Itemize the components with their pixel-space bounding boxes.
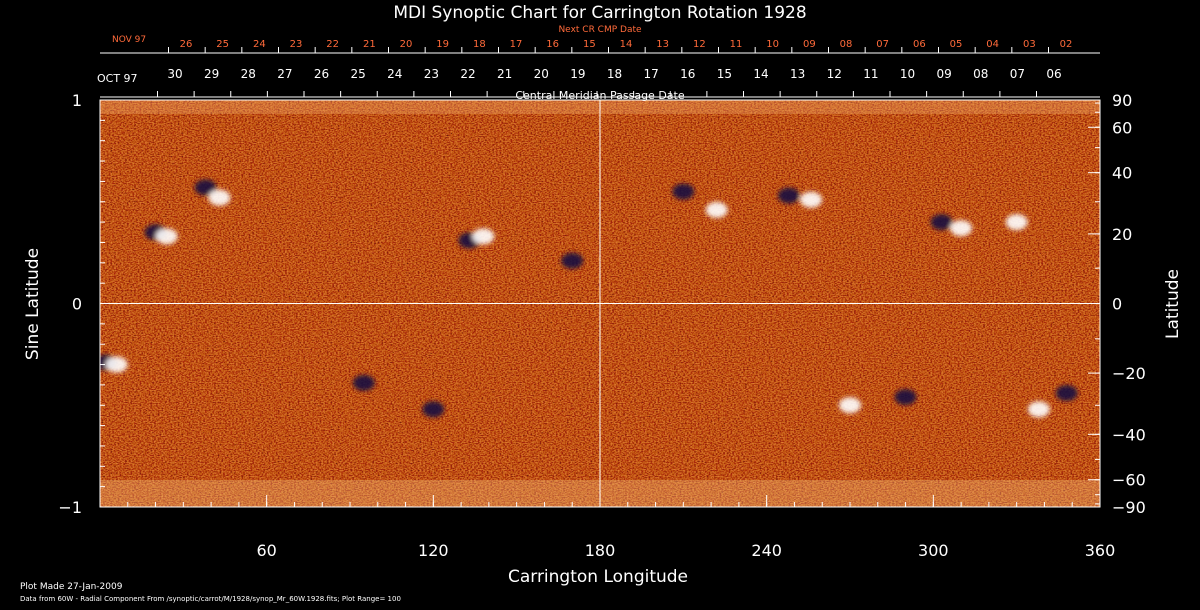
negative-flux-region [894, 389, 917, 406]
cmp-day-label: 21 [497, 67, 512, 81]
negative-flux-region [672, 183, 695, 200]
next-cr-day-label: 05 [950, 39, 963, 50]
next-cr-day-label: 02 [1060, 39, 1073, 50]
next-cr-day-label: 14 [620, 39, 633, 50]
positive-flux-region [705, 201, 728, 218]
chart-title: MDI Synoptic Chart for Carrington Rotati… [393, 3, 806, 23]
next-cr-day-label: 15 [583, 39, 596, 50]
cmp-day-label: 15 [717, 67, 732, 81]
lat-tick-label: −90 [1112, 498, 1146, 517]
cmp-day-label: 18 [607, 67, 622, 81]
positive-flux-region [1027, 401, 1050, 418]
x-tick-label: 300 [918, 541, 949, 560]
next-cr-day-label: 21 [363, 39, 376, 50]
data-source-note: Data from 60W - Radial Component From /s… [20, 595, 401, 603]
next-cr-day-label: 26 [180, 39, 193, 50]
next-cr-day-label: 17 [510, 39, 523, 50]
cmp-day-label: 27 [277, 67, 292, 81]
next-cr-day-label: 09 [803, 39, 816, 50]
cmp-day-label: 07 [1010, 67, 1025, 81]
x-tick-label: 180 [585, 541, 616, 560]
positive-flux-region [155, 228, 178, 245]
cmp-day-label: 30 [167, 67, 182, 81]
cmp-day-label: 22 [460, 67, 475, 81]
positive-flux-region [800, 191, 823, 208]
plot-made-note: Plot Made 27-Jan-2009 [20, 582, 123, 592]
next-cr-day-label: 12 [693, 39, 706, 50]
next-cr-day-label: 20 [400, 39, 413, 50]
lat-tick-label: 90 [1112, 91, 1132, 110]
cmp-day-label: 25 [350, 67, 365, 81]
cmp-day-label: 20 [534, 67, 549, 81]
cmp-day-label: 28 [241, 67, 256, 81]
positive-flux-region [472, 228, 495, 245]
negative-flux-region [777, 187, 800, 204]
lat-tick-label: −20 [1112, 364, 1146, 383]
negative-flux-region [194, 179, 217, 196]
next-cr-day-label: 22 [326, 39, 339, 50]
lat-tick-label: 40 [1112, 164, 1132, 183]
positive-flux-region [105, 356, 128, 373]
next-cr-day-label: 18 [473, 39, 486, 50]
cmp-day-label: 29 [204, 67, 219, 81]
cmp-day-label: 26 [314, 67, 329, 81]
x-tick-label: 60 [256, 541, 276, 560]
y-tick-label: 0 [72, 295, 82, 314]
next-cr-day-label: 19 [436, 39, 449, 50]
cmp-day-label: 14 [753, 67, 768, 81]
negative-flux-region [352, 374, 375, 391]
cmp-day-label: 06 [1046, 67, 1061, 81]
next-cr-day-label: 24 [253, 39, 266, 50]
next-cr-day-label: 07 [876, 39, 889, 50]
negative-flux-region [1055, 385, 1078, 402]
lat-tick-label: 0 [1112, 295, 1122, 314]
next-cr-day-label: 23 [290, 39, 303, 50]
cmp-day-label: 12 [827, 67, 842, 81]
y-axis-label: Sine Latitude [23, 248, 43, 360]
cmp-day-label: 23 [424, 67, 439, 81]
cmp-day-label: 19 [570, 67, 585, 81]
next-cr-day-label: 10 [766, 39, 779, 50]
positive-flux-region [839, 397, 861, 414]
lat-tick-label: −40 [1112, 425, 1146, 444]
next-cr-day-label: 04 [986, 39, 999, 50]
next-cr-month-label: NOV 97 [112, 35, 146, 45]
next-cr-day-label: 16 [546, 39, 559, 50]
next-cr-day-label: 03 [1023, 39, 1036, 50]
cmp-day-label: 16 [680, 67, 695, 81]
next-cr-day-label: 25 [216, 39, 229, 50]
positive-flux-region [208, 189, 231, 206]
negative-flux-region [930, 214, 953, 231]
cmp-day-label: 11 [863, 67, 878, 81]
x-tick-label: 120 [418, 541, 449, 560]
lat-tick-label: 20 [1112, 225, 1132, 244]
x-axis-label: Carrington Longitude [508, 567, 688, 587]
next-cr-day-label: 13 [656, 39, 669, 50]
cmp-month-label: OCT 97 [97, 72, 138, 85]
cmp-day-label: 13 [790, 67, 805, 81]
lat-tick-label: 60 [1112, 118, 1132, 137]
cmp-day-label: 08 [973, 67, 988, 81]
cmp-day-label: 10 [900, 67, 915, 81]
x-tick-label: 360 [1085, 541, 1116, 560]
y-tick-label: −1 [58, 498, 82, 517]
positive-flux-region [950, 220, 973, 237]
x-tick-label: 240 [751, 541, 782, 560]
next-cr-day-label: 11 [730, 39, 743, 50]
cmp-day-label: 09 [936, 67, 951, 81]
cmp-day-label: 24 [387, 67, 402, 81]
next-cr-day-label: 08 [840, 39, 853, 50]
y-tick-label: 1 [72, 91, 82, 110]
cmp-day-label: 17 [643, 67, 658, 81]
cmp-axis-label: Central Meridian Passage Date [515, 89, 684, 102]
next-cr-label: Next CR CMP Date [558, 25, 642, 35]
next-cr-day-label: 06 [913, 39, 926, 50]
y-axis-right-label: Latitude [1163, 269, 1183, 339]
negative-flux-region [422, 401, 445, 418]
positive-flux-region [1005, 214, 1028, 231]
lat-tick-label: −60 [1112, 471, 1146, 490]
negative-flux-region [561, 252, 584, 269]
